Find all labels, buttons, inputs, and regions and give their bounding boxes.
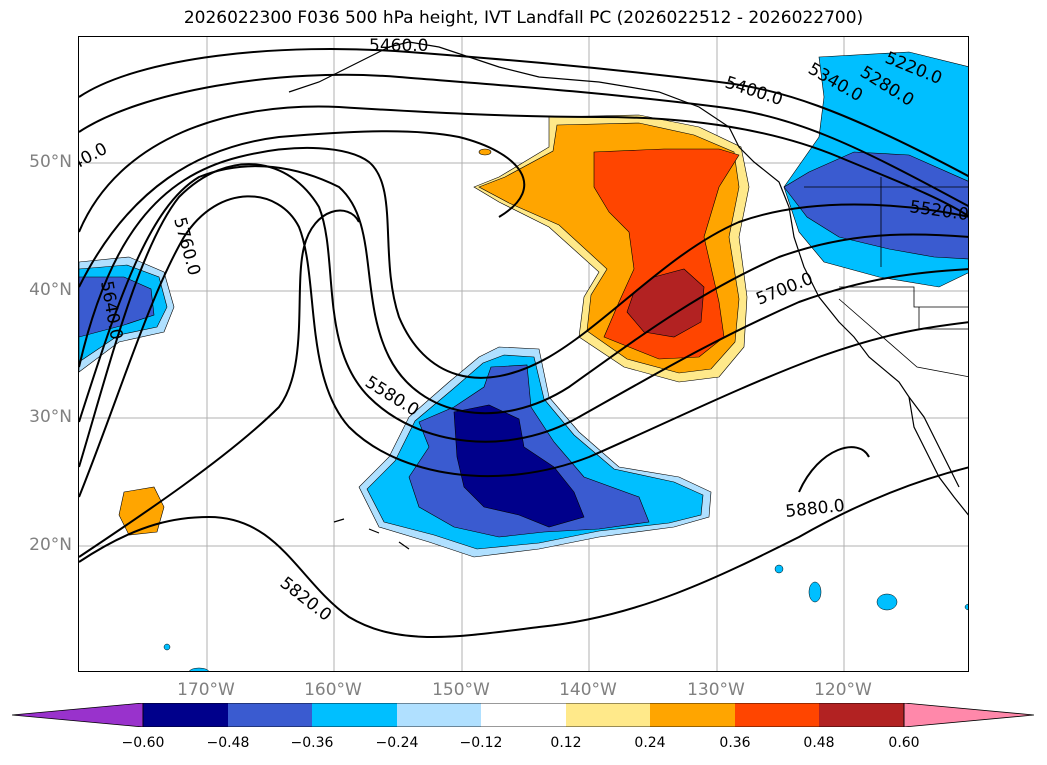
colorbar-tick-012: 0.12 — [550, 735, 582, 751]
map-title: 2026022300 F036 500 hPa height, IVT Land… — [183, 8, 864, 28]
colorbar-bin-4 — [397, 703, 481, 727]
colorbar-tick-048: 0.48 — [803, 735, 835, 751]
colorbar-bin-9 — [819, 703, 904, 727]
contour-label-5700: 5700.0 — [753, 269, 816, 310]
contour-label-5820: 5820.0 — [276, 573, 335, 625]
lat-label-40n: 40°N — [29, 280, 72, 300]
lat-label-30n: 30°N — [29, 407, 72, 427]
colorbar-extend-high — [903, 703, 1034, 727]
lon-label-160w: 160°W — [304, 680, 362, 700]
colorbar-tick-060: 0.60 — [888, 735, 920, 751]
lat-label-50n: 50°N — [29, 152, 72, 172]
contour-label-5760: 5760.0 — [169, 215, 204, 278]
colorbar-tick-036: 0.36 — [719, 735, 751, 751]
colorbar-tick-neg048: −0.48 — [206, 735, 250, 751]
lon-label-130w: 130°W — [687, 680, 745, 700]
lon-label-140w: 140°W — [559, 680, 617, 700]
lat-label-20n: 20°N — [29, 535, 72, 555]
positive-anomaly-region — [118, 114, 750, 536]
negative-anomaly-subtropics — [358, 346, 712, 558]
small-anomaly-blobs — [163, 564, 968, 671]
colorbar-bin-5 — [481, 703, 566, 727]
colorbar-tick-neg012: −0.12 — [459, 735, 503, 751]
height-contours — [79, 48, 968, 638]
colorbar-extend-low — [12, 703, 144, 727]
map-panel: 5460.0 5400.0 5340.0 5280.0 5220.0 5520.… — [78, 36, 969, 672]
coastline — [288, 41, 968, 550]
map-canvas: 5460.0 5400.0 5340.0 5280.0 5220.0 5520.… — [79, 37, 968, 671]
colorbar-bin-2 — [228, 703, 312, 727]
colorbar-bin-7 — [650, 703, 735, 727]
contour-label-5580: 5580.0 — [361, 372, 422, 420]
colorbar-bin-6 — [566, 703, 650, 727]
colorbar-tick-neg036: −0.36 — [290, 735, 334, 751]
lon-label-120w: 120°W — [814, 680, 872, 700]
colorbar-tick-024: 0.24 — [634, 735, 666, 751]
colorbar — [12, 703, 1034, 727]
lon-label-150w: 150°W — [432, 680, 490, 700]
contour-label-40: 40.0 — [79, 139, 111, 174]
contour-label-5460: 5460.0 — [369, 37, 428, 56]
colorbar-tick-neg060: −0.60 — [121, 735, 165, 751]
colorbar-tick-neg024: −0.24 — [375, 735, 419, 751]
colorbar-bin-8 — [735, 703, 819, 727]
colorbar-bin-1 — [143, 703, 228, 727]
contour-label-5400: 5400.0 — [722, 73, 785, 110]
state-borders — [804, 177, 968, 378]
colorbar-bin-3 — [312, 703, 397, 727]
negative-anomaly-west — [79, 256, 175, 373]
contour-label-5880: 5880.0 — [784, 496, 845, 522]
lon-label-170w: 170°W — [177, 680, 235, 700]
